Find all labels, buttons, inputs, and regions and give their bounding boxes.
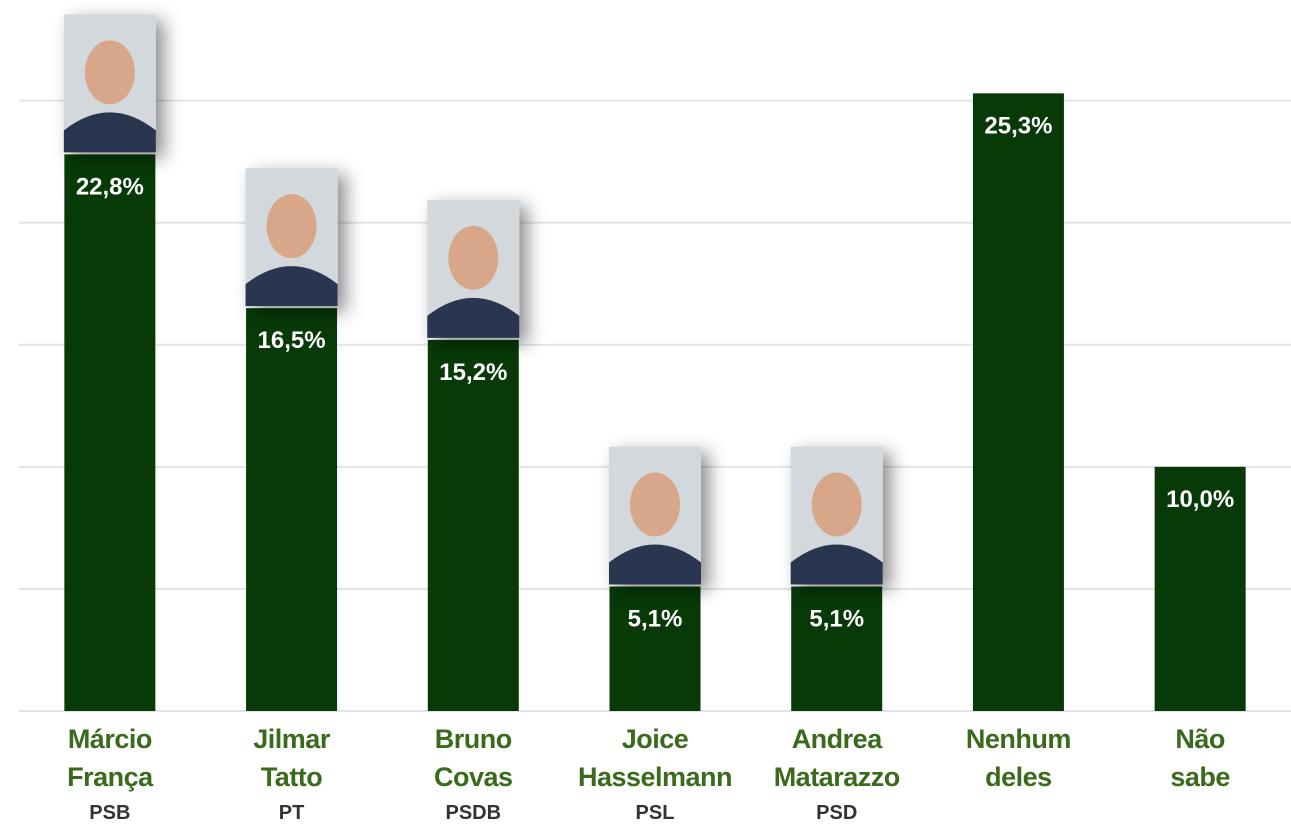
photo-body	[609, 544, 701, 585]
photo-head	[84, 40, 135, 105]
party-label: PT	[278, 802, 305, 824]
value-label: 16,5%	[258, 327, 326, 354]
bar	[1154, 466, 1246, 711]
bar	[791, 586, 883, 711]
party-label: PSL	[635, 802, 675, 824]
photo-head	[811, 472, 862, 537]
party-label: PSB	[89, 802, 131, 824]
bar	[609, 586, 701, 711]
party-label: PSDB	[445, 802, 502, 824]
photo-body	[63, 112, 156, 153]
value-label: 5,1%	[628, 605, 683, 632]
x-tick-label: Bruno Covas	[434, 724, 513, 792]
value-label: 22,8%	[76, 173, 144, 200]
candidate-photo	[609, 446, 701, 585]
x-tick-label: Andrea Matarazzo	[773, 724, 901, 792]
bar	[246, 308, 338, 711]
value-label: 25,3%	[984, 112, 1052, 139]
value-label: 5,1%	[809, 605, 864, 632]
photo-head	[448, 225, 499, 290]
photo-head	[630, 472, 680, 537]
x-tick-label: Jilmar Tatto	[253, 724, 330, 792]
photo-body	[245, 266, 338, 307]
candidate-photo	[790, 446, 883, 585]
x-tick-label: Joice Hasselmann	[577, 724, 733, 792]
photo-head	[266, 194, 317, 259]
party-label: PSD	[816, 802, 858, 824]
photo-body	[427, 297, 520, 338]
x-tick-label: Nenhum deles	[965, 724, 1072, 792]
value-label: 15,2%	[439, 359, 507, 386]
x-tick-label: Não sabe	[1170, 724, 1230, 792]
candidate-photo	[427, 199, 520, 338]
candidate-photo	[245, 168, 338, 307]
bar	[64, 154, 156, 711]
photo-body	[790, 544, 883, 585]
candidate-photo	[63, 14, 156, 153]
x-tick-label: Márcio França	[67, 724, 153, 792]
value-label: 10,0%	[1166, 486, 1234, 513]
bar	[972, 93, 1064, 711]
bar	[427, 339, 519, 711]
